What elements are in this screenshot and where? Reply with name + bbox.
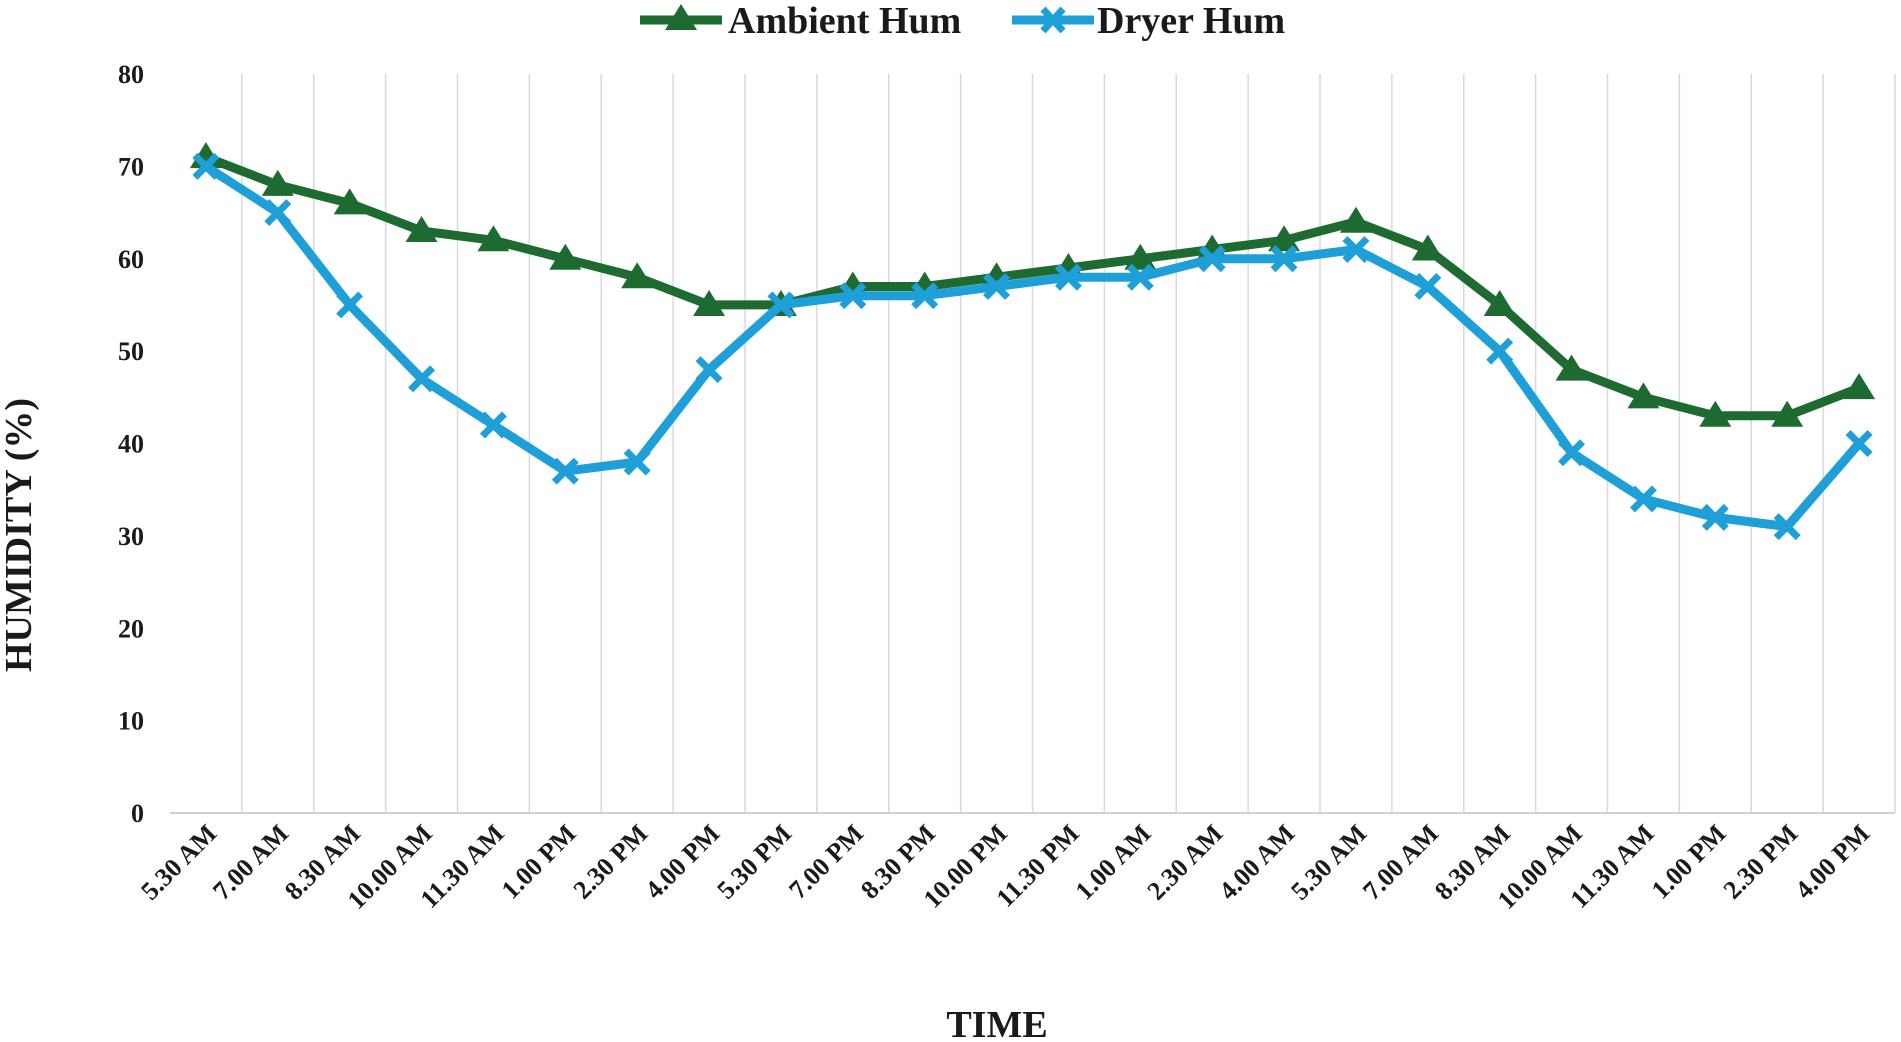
- data-point-x[interactable]: [1414, 272, 1442, 300]
- x-tick-label: 2.30 PM: [568, 819, 654, 905]
- y-tick-label: 10: [118, 707, 144, 736]
- data-point-triangle[interactable]: [477, 225, 510, 252]
- x-tick-label: 5.30 AM: [1285, 819, 1372, 906]
- x-tick-label: 7.00 AM: [207, 819, 294, 906]
- data-point-triangle[interactable]: [1555, 354, 1588, 381]
- data-point-triangle[interactable]: [1339, 206, 1372, 233]
- data-point-triangle[interactable]: [261, 169, 294, 196]
- data-point-x[interactable]: [983, 272, 1011, 300]
- data-point-x[interactable]: [839, 282, 867, 310]
- data-point-x[interactable]: [1054, 263, 1082, 291]
- data-point-x[interactable]: [192, 152, 220, 180]
- y-tick-label: 0: [131, 799, 144, 828]
- data-point-x[interactable]: [551, 457, 579, 485]
- y-tick-label: 80: [118, 60, 144, 89]
- data-point-x[interactable]: [1486, 337, 1514, 365]
- data-point-triangle[interactable]: [1268, 225, 1301, 252]
- data-point-triangle[interactable]: [1411, 234, 1444, 261]
- data-point-x[interactable]: [1558, 439, 1586, 467]
- data-point-x[interactable]: [1845, 430, 1873, 457]
- x-tick-label: 2.30 AM: [1142, 819, 1229, 906]
- y-tick-label: 60: [118, 245, 144, 274]
- series-ambient-hum: [189, 142, 1876, 427]
- series: [189, 142, 1876, 541]
- y-tick-label: 50: [118, 337, 144, 366]
- data-point-x[interactable]: [408, 365, 436, 393]
- data-point-triangle[interactable]: [405, 216, 438, 243]
- data-point-x[interactable]: [1701, 503, 1729, 531]
- data-point-triangle[interactable]: [333, 188, 366, 215]
- x-axis-title: TIME: [946, 1004, 1047, 1042]
- legend-dryer-label: Dryer Hum: [1097, 0, 1285, 42]
- data-point-x[interactable]: [264, 199, 292, 227]
- data-point-x[interactable]: [911, 282, 939, 310]
- x-tick-label: 1.00 AM: [1070, 819, 1157, 906]
- data-point-triangle[interactable]: [1699, 400, 1732, 427]
- data-point-x[interactable]: [695, 356, 723, 384]
- y-tick-label: 30: [118, 522, 144, 551]
- data-point-triangle[interactable]: [1483, 289, 1516, 316]
- legend-ambient-label: Ambient Hum: [728, 0, 961, 42]
- data-point-triangle[interactable]: [621, 262, 654, 289]
- x-tick-label: 4.00 PM: [639, 819, 725, 905]
- x-tick-label: 4.00 PM: [1789, 819, 1875, 905]
- data-point-x[interactable]: [1773, 513, 1801, 541]
- data-point-x[interactable]: [1270, 245, 1298, 273]
- series-dryer-hum: [192, 152, 1873, 541]
- x-mark-icon: [1040, 6, 1066, 34]
- data-point-x[interactable]: [1126, 263, 1154, 291]
- x-tick-label: 4.00 AM: [1213, 819, 1300, 906]
- y-tick-label: 40: [118, 430, 144, 459]
- data-point-x[interactable]: [623, 448, 651, 476]
- y-axis-title: HUMIDITY (%): [0, 398, 40, 672]
- x-tick-label: 5.30 PM: [711, 819, 797, 905]
- data-point-triangle[interactable]: [1843, 373, 1876, 400]
- x-tick-label: 1.00 PM: [1646, 819, 1732, 905]
- x-tick-label: 1.00 PM: [496, 819, 582, 905]
- data-point-triangle[interactable]: [693, 289, 726, 316]
- legend-item-ambient[interactable]: Ambient Hum: [640, 0, 961, 42]
- y-tick-labels: 0 10 20 30 40 50 60 70 80: [118, 60, 144, 828]
- gridlines: [241, 74, 1896, 813]
- x-tick-label: 7.00 PM: [783, 819, 869, 905]
- x-tick-label: 7.00 AM: [1357, 819, 1444, 906]
- y-tick-label: 20: [118, 614, 144, 643]
- triangle-icon: [665, 4, 697, 30]
- data-point-x[interactable]: [767, 291, 795, 319]
- data-point-x[interactable]: [336, 291, 364, 319]
- data-point-x[interactable]: [1629, 485, 1657, 513]
- data-point-x[interactable]: [1198, 245, 1226, 273]
- x-tick-label: 2.30 PM: [1718, 819, 1804, 905]
- data-point-x[interactable]: [1342, 236, 1370, 263]
- legend-item-dryer[interactable]: Dryer Hum: [1012, 0, 1285, 42]
- data-point-triangle[interactable]: [1124, 243, 1157, 270]
- data-point-triangle[interactable]: [1771, 400, 1804, 427]
- y-tick-label: 70: [118, 152, 144, 181]
- data-point-triangle[interactable]: [549, 243, 582, 270]
- data-point-triangle[interactable]: [1627, 382, 1660, 409]
- legend: Ambient Hum Dryer Hum: [640, 0, 1285, 42]
- data-point-x[interactable]: [479, 411, 507, 439]
- x-tick-label: 5.30 AM: [135, 819, 222, 906]
